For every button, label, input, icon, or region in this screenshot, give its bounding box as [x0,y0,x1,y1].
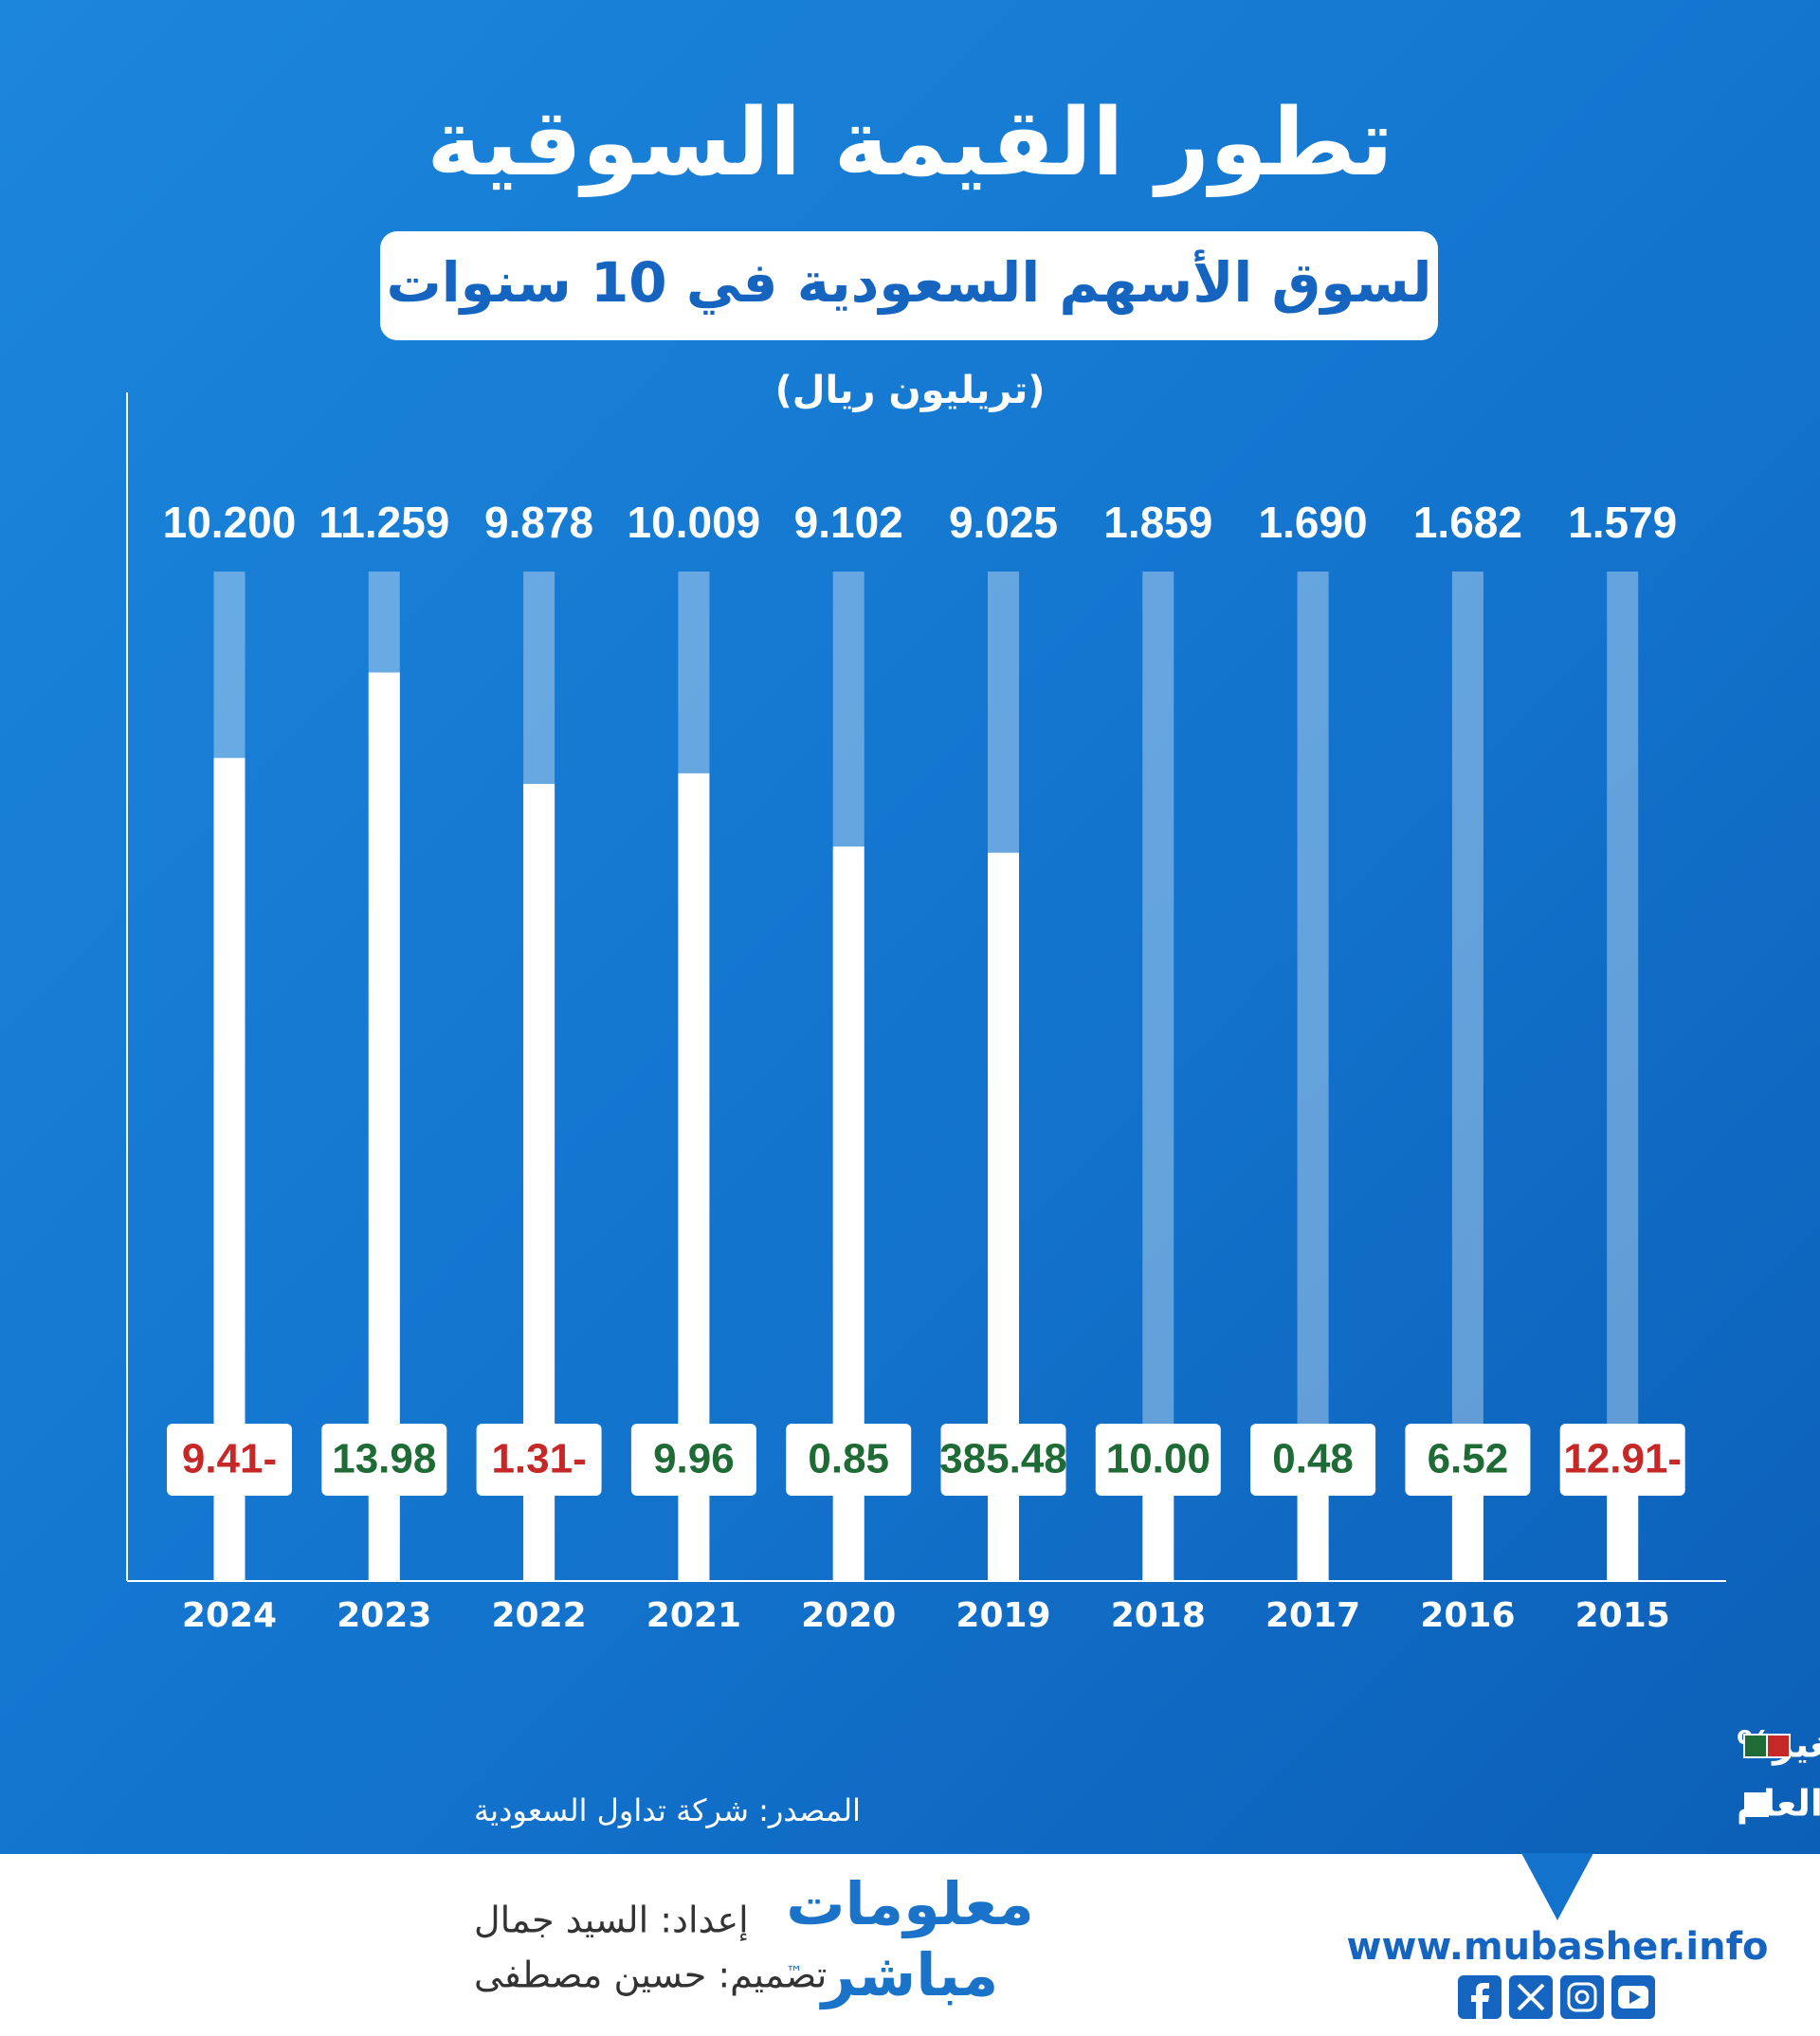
website: www.mubasher.info [1347,1925,1769,1969]
change-label: 1.31- [491,1436,586,1482]
x-glyph [1517,1983,1545,2011]
instagram-icon[interactable] [1560,1975,1604,2019]
prepared-by: إعداد: السيد جمال [474,1900,749,1942]
change-box [1095,1424,1221,1496]
x-tick-label: 2018 [1111,1596,1206,1635]
legend-swatch [1744,1792,1769,1817]
unit-label: (تريليون ريال) [774,369,1045,412]
logo-bottom: مباشر [819,1940,999,2009]
x-tick-label: 2015 [1575,1596,1670,1635]
change-label: 385.48 [939,1436,1067,1482]
bar-track [1607,572,1639,1581]
instagram-glyph [1567,1982,1597,2012]
x-tick-label: 2023 [337,1596,431,1635]
change-box [476,1424,602,1496]
x-tick-label: 2022 [491,1596,586,1635]
bar-track [1142,572,1174,1581]
change-box [630,1424,756,1496]
change-label: 6.52 [1428,1436,1509,1482]
x-tick-label: 2019 [956,1596,1050,1635]
x-tick-label: 2017 [1265,1596,1360,1635]
change-box [1250,1424,1376,1496]
change-label: 9.96 [653,1436,735,1482]
change-label: 13.98 [332,1436,436,1482]
change-label: 0.85 [808,1436,889,1482]
value-label: 10.009 [628,498,761,547]
youtube-glyph [1629,1991,1641,2004]
change-box [321,1424,447,1496]
change-label: 9.41- [182,1436,277,1482]
change-label: 12.91- [1563,1436,1682,1482]
source: المصدر: شركة تداول السعودية [474,1792,861,1828]
subtitle-box [380,231,1438,340]
change-label: 0.48 [1272,1436,1354,1482]
value-label: 1.859 [1103,498,1212,547]
legend-swatch [1766,1734,1791,1758]
bar-track [1297,572,1329,1581]
chart-subtitle: لسوق الأسهم السعودية في 10 سنوات [387,249,1432,316]
x-tick-label: 2020 [801,1596,896,1635]
value-label: 9.025 [949,498,1058,547]
legend-swatch [1743,1734,1768,1758]
chart-title: تطور القيمة السوقية [427,89,1393,197]
change-box [1559,1424,1685,1496]
designed-by: تصميم: حسين مصطفى [474,1954,827,1997]
value-label: 9.102 [794,498,903,547]
value-label: 1.682 [1413,498,1522,547]
value-label: 11.259 [318,498,449,547]
value-label: 1.579 [1568,498,1677,547]
value-label: 10.200 [163,498,297,547]
facebook-glyph [1471,1983,1489,2019]
change-box [1405,1424,1531,1496]
bar-track [1451,572,1483,1581]
change-box [940,1424,1066,1496]
logo-top: معلومات [786,1869,1034,1938]
instagram-glyph [1574,1990,1590,2005]
x-tick-label: 2016 [1420,1596,1515,1635]
change-box [786,1424,912,1496]
x-tick-label: 2021 [646,1596,741,1635]
social-icons [1458,1975,1655,2019]
value-label: 9.878 [484,498,593,547]
footer-notch [1521,1853,1593,1920]
change-box [167,1424,292,1496]
value-label: 1.690 [1259,498,1368,547]
logo-trademark: ™ [786,1963,803,1983]
x-tick-label: 2024 [182,1596,277,1635]
change-label: 10.00 [1106,1436,1210,1482]
